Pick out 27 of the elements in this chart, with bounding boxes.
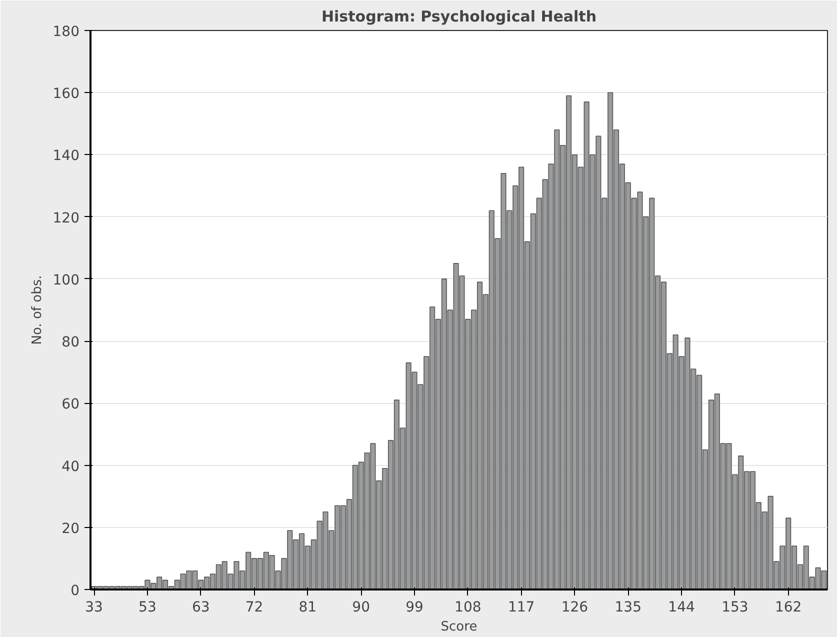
- y-tick-label: 100: [52, 272, 80, 288]
- x-tick-label: 126: [561, 600, 588, 616]
- x-tick-label: 72: [245, 600, 264, 616]
- y-tick-label: 160: [52, 86, 80, 102]
- x-axis-title: Score: [440, 620, 478, 634]
- x-tick-label: 108: [454, 600, 482, 616]
- y-tick-label: 80: [62, 334, 80, 351]
- x-tick-label: 135: [614, 600, 642, 616]
- x-tick-label: 144: [668, 600, 695, 616]
- x-tick-label: 90: [352, 600, 370, 616]
- y-tick-label: 140: [52, 148, 80, 164]
- y-axis-title: No. of obs.: [30, 275, 45, 345]
- x-tick-label: 33: [85, 600, 103, 616]
- x-tick-label: 117: [508, 600, 535, 616]
- y-tick-label: 60: [62, 396, 80, 413]
- x-tick-label: 53: [138, 600, 156, 616]
- x-tick-label: 81: [298, 600, 317, 616]
- y-tick-label: 20: [62, 520, 80, 537]
- x-tick-label: 99: [406, 600, 424, 616]
- x-tick-label: 162: [774, 600, 802, 616]
- y-tick-label: 40: [62, 458, 80, 475]
- y-tick-label: 0: [70, 583, 80, 599]
- y-tick-label: 120: [52, 210, 80, 226]
- y-tick-label: 180: [52, 24, 80, 40]
- x-tick-label: 63: [192, 600, 210, 616]
- chart-title: Histogram: Psychological Health: [321, 8, 597, 26]
- x-tick-label: 153: [722, 600, 748, 616]
